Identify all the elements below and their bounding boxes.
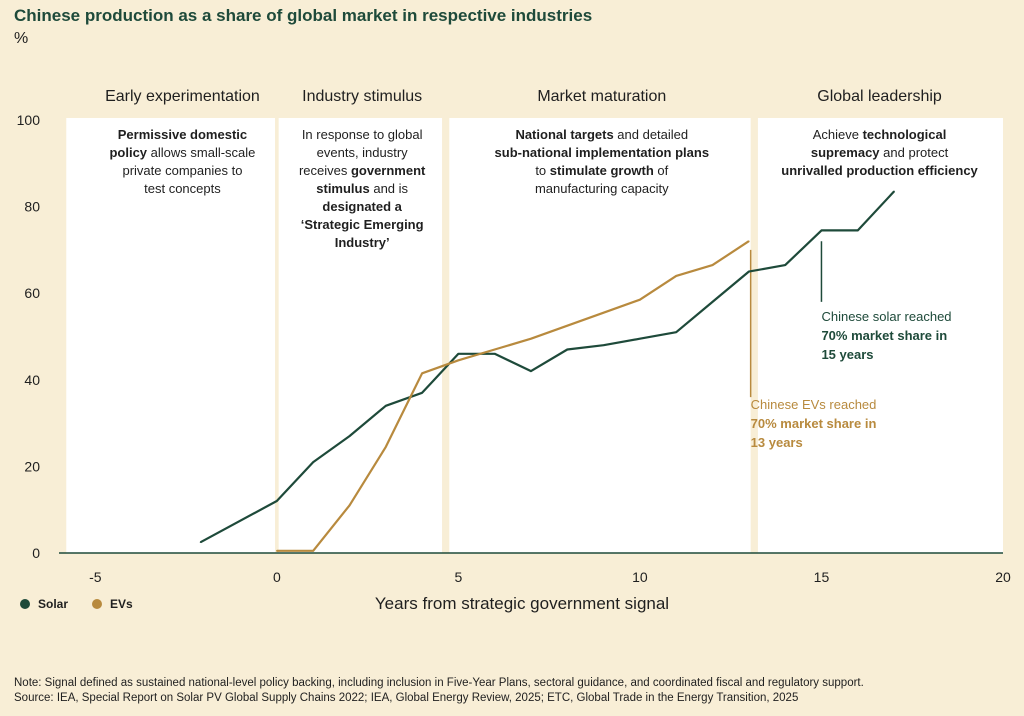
phase-description-4: Achieve technological supremacy and prote… — [781, 127, 978, 178]
data-point-evs-3 — [384, 446, 387, 448]
data-point-evs-4 — [421, 372, 423, 375]
source-text: Source: IEA, Special Report on Solar PV … — [14, 692, 799, 704]
data-point-evs-5 — [457, 359, 460, 362]
phase-description-1: Permissive domestic policy allows small-s… — [109, 127, 255, 196]
unit-label: % — [14, 30, 29, 47]
data-point-solar-10 — [602, 344, 605, 346]
x-axis-label: Years from strategic government signal — [374, 594, 670, 613]
solar-annotation: Chinese solar reached 70% market share in… — [821, 309, 951, 362]
x-tick-label--5: -5 — [89, 569, 102, 585]
data-point-solar-1 — [276, 500, 278, 502]
data-point-evs-11 — [675, 275, 678, 277]
x-tick-label-20: 20 — [995, 569, 1011, 585]
phase-title-4: Global leadership — [817, 88, 942, 105]
data-point-solar-14 — [748, 270, 750, 273]
data-point-evs-0 — [276, 550, 278, 552]
data-point-solar-3 — [348, 435, 351, 437]
phase-panel-2 — [278, 118, 443, 553]
chart-title: Chinese production as a share of global … — [14, 6, 593, 25]
data-point-evs-6 — [493, 348, 496, 351]
phase-description-3: National targets and detailed sub-nationa… — [495, 127, 710, 196]
y-tick-label-80: 80 — [24, 199, 40, 215]
note-text: Note: Signal defined as sustained nation… — [14, 677, 864, 689]
data-point-solar-2 — [312, 461, 314, 463]
x-tick-label-15: 15 — [814, 569, 830, 585]
footnote: Note: Signal defined as sustained nation… — [14, 676, 864, 706]
legend-evs-label: EVs — [110, 597, 133, 611]
data-point-evs-2 — [348, 504, 351, 507]
data-point-evs-8 — [566, 324, 569, 327]
phase-title-2: Industry stimulus — [302, 88, 422, 105]
data-point-solar-12 — [675, 331, 678, 333]
data-point-evs-7 — [530, 337, 532, 340]
data-point-solar-8 — [530, 370, 532, 372]
data-point-solar-9 — [566, 348, 569, 351]
data-point-solar-0 — [199, 541, 202, 543]
phase-description-2: In response to global events, industry rec… — [299, 127, 426, 250]
y-tick-label-40: 40 — [24, 372, 40, 388]
series-line-evs — [276, 240, 750, 552]
data-point-evs-1 — [312, 550, 314, 552]
x-tick-label-10: 10 — [632, 569, 648, 585]
legend-item-evs: EVs — [92, 597, 133, 611]
data-point-evs-9 — [602, 311, 605, 314]
phase-title-1: Early experimentation — [105, 88, 260, 105]
data-point-solar-5 — [421, 391, 423, 394]
phase-panel-1 — [66, 118, 276, 553]
phase-panel-4 — [757, 118, 1003, 553]
y-tick-label-60: 60 — [24, 285, 40, 301]
data-point-evs-12 — [711, 264, 714, 266]
legend-item-solar: Solar — [20, 597, 68, 611]
data-point-solar-15 — [784, 264, 786, 266]
y-tick-label-100: 100 — [17, 112, 41, 128]
data-point-evs-10 — [639, 298, 641, 301]
data-point-solar-13 — [711, 301, 714, 303]
data-point-solar-7 — [493, 353, 496, 355]
legend-solar-label: Solar — [38, 597, 69, 611]
data-point-solar-11 — [639, 337, 641, 340]
data-point-solar-4 — [384, 404, 387, 407]
x-tick-label-0: 0 — [273, 569, 281, 585]
data-point-solar-17 — [856, 229, 859, 232]
data-point-evs-13 — [748, 240, 750, 243]
data-point-solar-18 — [893, 190, 895, 193]
data-point-solar-6 — [457, 353, 460, 355]
legend-solar-marker — [20, 599, 30, 609]
y-tick-label-0: 0 — [32, 545, 40, 561]
data-point-solar-16 — [820, 229, 823, 232]
legend-evs-marker — [92, 599, 103, 609]
phase-title-3: Market maturation — [537, 88, 666, 105]
y-tick-label-20: 20 — [24, 458, 40, 474]
x-tick-label-5: 5 — [454, 569, 462, 585]
evs-annotation: Chinese EVs reached 70% market share in 13… — [751, 397, 877, 450]
phase-panel-3 — [449, 118, 751, 553]
legend: Solar EVs — [20, 597, 133, 611]
